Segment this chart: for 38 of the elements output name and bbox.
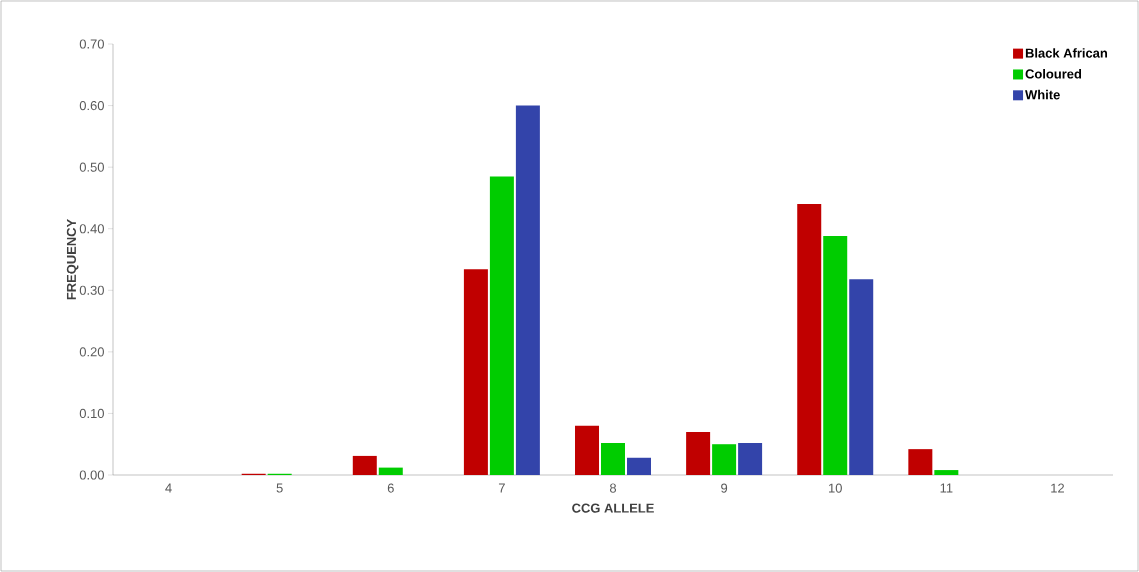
bar xyxy=(515,105,540,475)
bar xyxy=(849,279,874,475)
y-tick-label: 0.00 xyxy=(79,470,104,480)
y-tick-label: 0.40 xyxy=(79,224,104,234)
x-tick-label: 11 xyxy=(940,483,953,493)
bar xyxy=(575,425,600,475)
bar xyxy=(738,442,763,475)
bar xyxy=(489,176,514,475)
y-tick-label: 0.60 xyxy=(79,100,104,111)
bar xyxy=(463,269,488,475)
x-tick-label: 8 xyxy=(609,483,617,493)
y-tick-label: 0.10 xyxy=(79,408,104,419)
x-tick-label: 12 xyxy=(1051,483,1064,493)
bar xyxy=(352,455,377,475)
x-axis-title: CCG ALLELE xyxy=(572,503,654,513)
x-tick-label: 10 xyxy=(829,483,842,493)
y-tick-label: 0.70 xyxy=(79,39,104,49)
x-tick-label: 9 xyxy=(721,483,728,493)
y-tick-label: 0.30 xyxy=(79,285,104,295)
legend-label: Coloured xyxy=(1025,69,1082,79)
y-axis-title: FREQUENCY xyxy=(66,219,79,300)
legend-label: Black African xyxy=(1025,48,1107,58)
bar xyxy=(908,449,933,475)
x-tick-label: 7 xyxy=(498,483,505,493)
y-tick-label: 0.50 xyxy=(79,162,104,172)
bar xyxy=(797,204,822,475)
bar xyxy=(378,467,403,475)
legend-label: White xyxy=(1025,89,1060,100)
y-tick-label: 0.20 xyxy=(79,347,104,357)
x-tick-label: 6 xyxy=(387,483,394,493)
x-tick-label: 5 xyxy=(276,483,283,493)
bar xyxy=(712,444,737,475)
bar xyxy=(934,470,959,475)
bar xyxy=(686,431,711,475)
bar xyxy=(823,236,848,475)
bar xyxy=(627,457,651,475)
bar xyxy=(601,442,625,475)
x-tick-label: 4 xyxy=(165,483,172,493)
